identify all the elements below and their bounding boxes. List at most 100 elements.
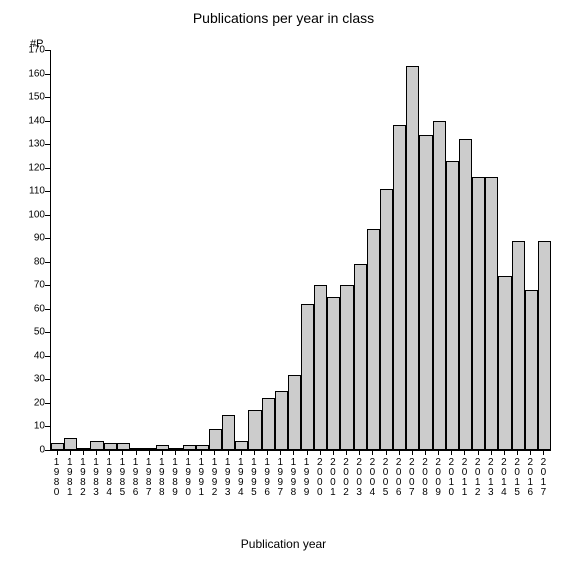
- x-tick-label: 2001: [329, 458, 337, 498]
- y-tick-label: 170: [15, 45, 45, 56]
- y-tick: [45, 403, 50, 404]
- x-tick-label: 2013: [487, 458, 495, 498]
- y-tick-label: 80: [15, 256, 45, 267]
- x-tick: [346, 450, 347, 455]
- x-tick: [201, 450, 202, 455]
- bar: [393, 125, 406, 450]
- y-tick: [45, 332, 50, 333]
- x-tick: [451, 450, 452, 455]
- bar: [262, 398, 275, 450]
- y-tick-label: 120: [15, 162, 45, 173]
- bar: [130, 448, 143, 450]
- y-tick-label: 100: [15, 209, 45, 220]
- bar: [538, 241, 551, 450]
- x-tick: [504, 450, 505, 455]
- y-tick: [45, 426, 50, 427]
- y-tick: [45, 215, 50, 216]
- x-tick: [543, 450, 544, 455]
- y-tick-label: 130: [15, 139, 45, 150]
- x-tick: [517, 450, 518, 455]
- x-tick-label: 1994: [237, 458, 245, 498]
- x-tick: [57, 450, 58, 455]
- x-tick: [254, 450, 255, 455]
- x-tick: [267, 450, 268, 455]
- x-tick-label: 2015: [513, 458, 521, 498]
- x-tick-label: 1989: [171, 458, 179, 498]
- bar: [235, 441, 248, 450]
- bar: [354, 264, 367, 450]
- x-tick-label: 1986: [132, 458, 140, 498]
- x-tick-label: 1997: [276, 458, 284, 498]
- x-tick-label: 1995: [250, 458, 258, 498]
- x-tick: [280, 450, 281, 455]
- bar: [419, 135, 432, 450]
- x-tick-label: 2016: [526, 458, 534, 498]
- x-tick-label: 1992: [210, 458, 218, 498]
- bar: [117, 443, 130, 450]
- x-tick-label: 2008: [421, 458, 429, 498]
- bar: [367, 229, 380, 450]
- bar: [248, 410, 261, 450]
- x-tick: [96, 450, 97, 455]
- x-tick-label: 1988: [158, 458, 166, 498]
- x-axis-label: Publication year: [0, 537, 567, 551]
- x-tick: [359, 450, 360, 455]
- y-tick-label: 160: [15, 68, 45, 79]
- x-tick-label: 2006: [395, 458, 403, 498]
- x-tick-label: 2017: [539, 458, 547, 498]
- x-tick-label: 1998: [289, 458, 297, 498]
- bar: [485, 177, 498, 450]
- x-tick: [83, 450, 84, 455]
- bar: [406, 66, 419, 450]
- x-tick-label: 1987: [145, 458, 153, 498]
- y-tick-label: 90: [15, 233, 45, 244]
- x-tick: [399, 450, 400, 455]
- bar: [380, 189, 393, 450]
- bar: [51, 443, 64, 450]
- bar: [275, 391, 288, 450]
- x-tick-label: 2014: [500, 458, 508, 498]
- y-tick: [45, 121, 50, 122]
- x-tick-label: 2003: [355, 458, 363, 498]
- y-tick: [45, 285, 50, 286]
- x-tick: [228, 450, 229, 455]
- y-tick-label: 30: [15, 374, 45, 385]
- y-tick: [45, 262, 50, 263]
- bar: [104, 443, 117, 450]
- bar: [301, 304, 314, 450]
- x-tick: [162, 450, 163, 455]
- bar: [288, 375, 301, 450]
- x-tick: [412, 450, 413, 455]
- x-tick-label: 1993: [224, 458, 232, 498]
- y-tick-label: 140: [15, 115, 45, 126]
- y-tick: [45, 168, 50, 169]
- y-tick-label: 150: [15, 92, 45, 103]
- y-tick-label: 20: [15, 397, 45, 408]
- x-tick: [109, 450, 110, 455]
- x-tick: [478, 450, 479, 455]
- x-tick-label: 2010: [447, 458, 455, 498]
- y-tick-label: 70: [15, 280, 45, 291]
- y-tick: [45, 144, 50, 145]
- x-tick: [307, 450, 308, 455]
- bar: [64, 438, 77, 450]
- bar: [472, 177, 485, 450]
- bar: [314, 285, 327, 450]
- y-tick: [45, 50, 50, 51]
- x-tick: [70, 450, 71, 455]
- bar: [525, 290, 538, 450]
- x-tick: [136, 450, 137, 455]
- y-tick-label: 50: [15, 327, 45, 338]
- x-tick: [149, 450, 150, 455]
- x-tick-label: 1996: [263, 458, 271, 498]
- x-tick: [491, 450, 492, 455]
- x-tick-label: 1981: [66, 458, 74, 498]
- y-tick: [45, 356, 50, 357]
- bar: [512, 241, 525, 450]
- x-tick-label: 1982: [79, 458, 87, 498]
- y-tick: [45, 191, 50, 192]
- x-tick: [464, 450, 465, 455]
- chart-container: Publications per year in class #P Public…: [0, 0, 567, 567]
- bar: [498, 276, 511, 450]
- x-tick-label: 2007: [408, 458, 416, 498]
